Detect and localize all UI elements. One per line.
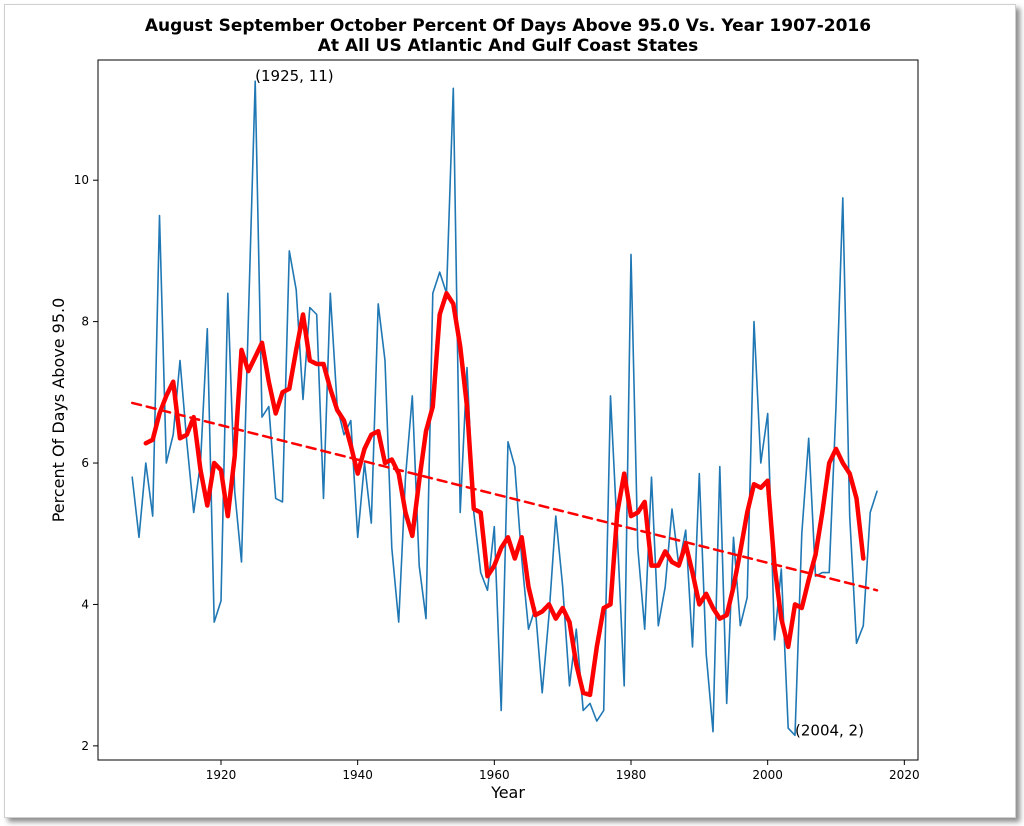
x-tick-label: 1940 (342, 768, 373, 782)
annotation-label: (1925, 11) (255, 67, 334, 85)
x-tick-label: 1980 (616, 768, 647, 782)
y-tick-label: 2 (81, 739, 89, 753)
chart-title-line2: At All US Atlantic And Gulf Coast States (318, 36, 698, 56)
x-tick-label: 1920 (206, 768, 237, 782)
x-axis: 1920 1940 1960 1980 2000 2020 (206, 760, 920, 782)
chart-title-line1: August September October Percent Of Days… (145, 16, 871, 36)
y-axis-label: Percent Of Days Above 95.0 (49, 298, 68, 523)
y-tick-label: 6 (81, 456, 89, 470)
y-tick-label: 8 (81, 315, 89, 329)
smoothed-series-line (143, 291, 866, 698)
y-tick-label: 10 (74, 173, 89, 187)
y-axis: 2 4 6 8 10 (74, 173, 98, 753)
annotation-layer: (1925, 11) (2004, 2) (255, 67, 864, 739)
trend-line (130, 401, 879, 592)
series-layer (130, 80, 879, 737)
x-axis-label: Year (490, 783, 525, 802)
plot-area (97, 59, 919, 761)
x-tick-label: 2000 (752, 768, 783, 782)
annual-series-line (131, 80, 878, 737)
annotation-label: (2004, 2) (795, 721, 864, 739)
x-tick-label: 1960 (479, 768, 510, 782)
y-tick-label: 4 (81, 597, 89, 611)
x-tick-label: 2020 (889, 768, 920, 782)
